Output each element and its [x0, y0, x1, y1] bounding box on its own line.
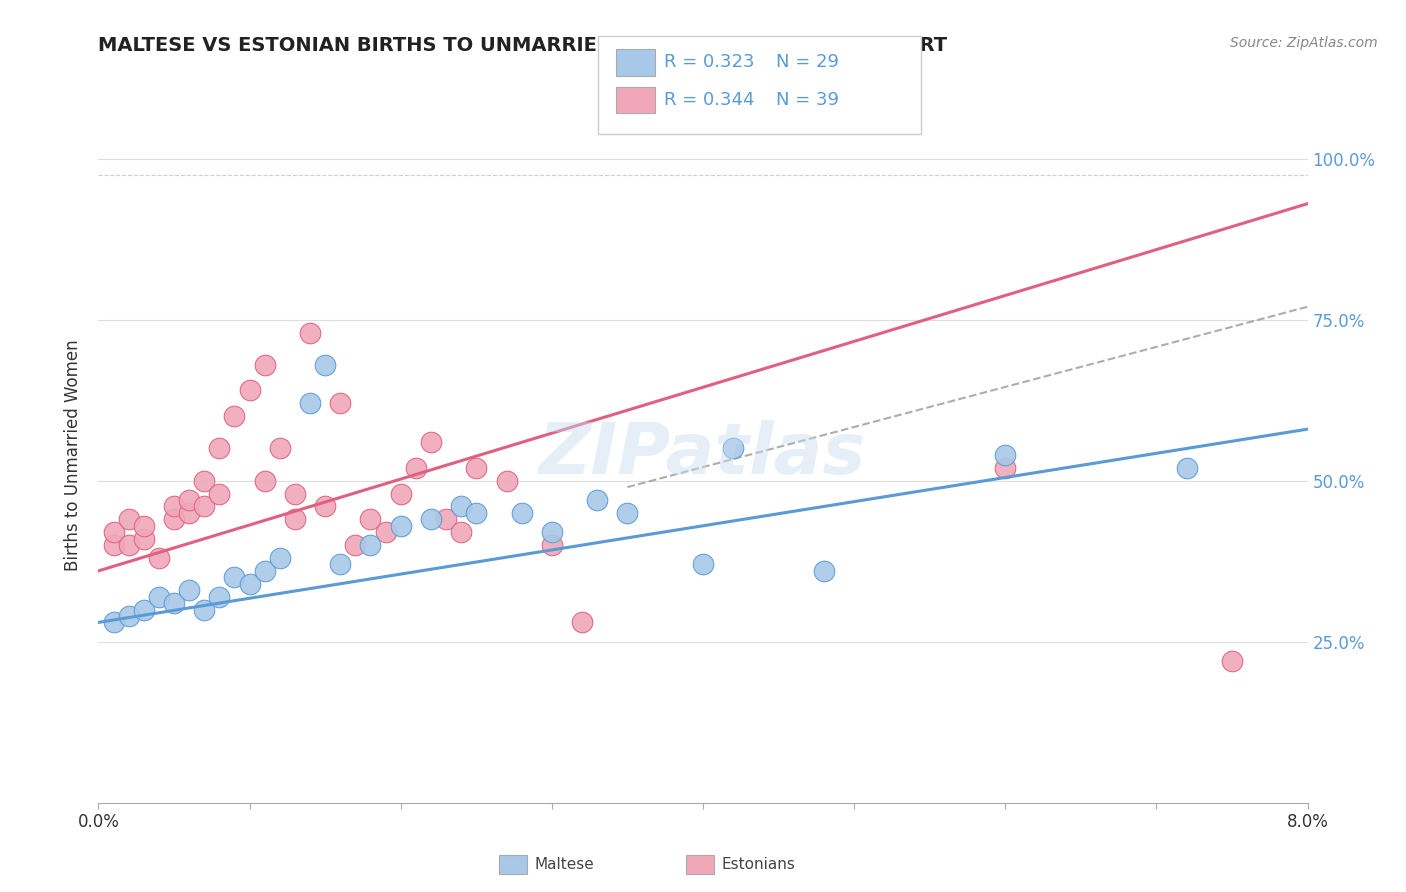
Point — [374, 525, 396, 540]
Point — [571, 615, 593, 630]
Point — [269, 442, 291, 456]
Point — [118, 512, 141, 526]
Point — [118, 538, 141, 552]
Point — [1220, 654, 1243, 668]
Point — [344, 538, 367, 552]
Point — [692, 558, 714, 572]
Point — [269, 551, 291, 566]
Point — [148, 551, 170, 566]
Point — [450, 500, 472, 514]
Point — [239, 384, 262, 398]
Point — [434, 512, 457, 526]
Point — [193, 500, 215, 514]
Point — [723, 442, 745, 456]
Point — [118, 609, 141, 624]
Point — [299, 326, 322, 340]
Point — [253, 358, 276, 372]
Point — [389, 518, 412, 533]
Point — [163, 596, 186, 610]
Point — [465, 460, 488, 475]
Point — [224, 570, 246, 584]
Point — [450, 525, 472, 540]
Point — [208, 486, 231, 500]
Point — [994, 448, 1017, 462]
Point — [239, 576, 262, 591]
Text: Estonians: Estonians — [721, 857, 796, 871]
Point — [420, 512, 443, 526]
Point — [314, 500, 336, 514]
Point — [510, 506, 533, 520]
Point — [103, 525, 125, 540]
Text: N = 29: N = 29 — [776, 54, 839, 71]
Point — [586, 493, 609, 508]
Y-axis label: Births to Unmarried Women: Births to Unmarried Women — [65, 339, 83, 571]
Point — [193, 602, 215, 616]
Point — [208, 442, 231, 456]
Point — [360, 512, 382, 526]
Point — [541, 525, 564, 540]
Point — [193, 474, 215, 488]
Point — [284, 486, 307, 500]
Point — [1175, 460, 1198, 475]
Point — [103, 538, 125, 552]
Point — [132, 532, 155, 546]
Text: R = 0.323: R = 0.323 — [664, 54, 754, 71]
Point — [132, 602, 155, 616]
Text: R = 0.344: R = 0.344 — [664, 91, 754, 109]
Point — [103, 615, 125, 630]
Point — [813, 564, 835, 578]
Point — [389, 486, 412, 500]
Text: ZIPatlas: ZIPatlas — [540, 420, 866, 490]
Point — [495, 474, 517, 488]
Point — [541, 538, 564, 552]
Point — [179, 583, 201, 598]
Point — [329, 558, 352, 572]
Point — [994, 460, 1017, 475]
Point — [329, 396, 352, 410]
Point — [163, 512, 186, 526]
Point — [360, 538, 382, 552]
Point — [224, 409, 246, 424]
Point — [132, 518, 155, 533]
Text: Maltese: Maltese — [534, 857, 593, 871]
Point — [420, 435, 443, 450]
Point — [208, 590, 231, 604]
Point — [179, 493, 201, 508]
Point — [148, 590, 170, 604]
Point — [253, 474, 276, 488]
Point — [314, 358, 336, 372]
Point — [616, 506, 638, 520]
Text: Source: ZipAtlas.com: Source: ZipAtlas.com — [1230, 36, 1378, 50]
Point — [284, 512, 307, 526]
Point — [465, 506, 488, 520]
Text: N = 39: N = 39 — [776, 91, 839, 109]
Text: MALTESE VS ESTONIAN BIRTHS TO UNMARRIED WOMEN CORRELATION CHART: MALTESE VS ESTONIAN BIRTHS TO UNMARRIED … — [98, 36, 948, 54]
Point — [405, 460, 427, 475]
Point — [299, 396, 322, 410]
Point — [179, 506, 201, 520]
Point — [163, 500, 186, 514]
Point — [253, 564, 276, 578]
